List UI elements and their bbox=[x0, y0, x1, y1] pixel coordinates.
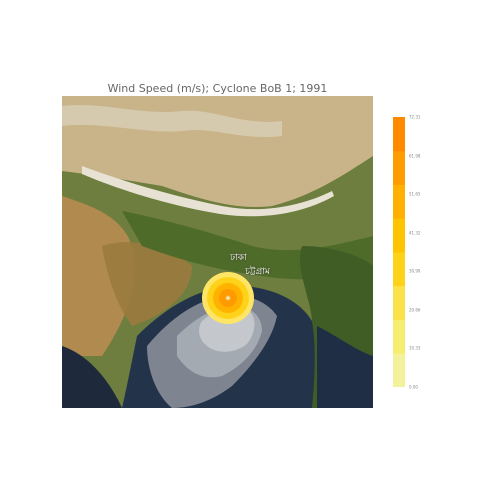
city-label-chittagong: চট্টগ্রাম bbox=[245, 267, 270, 277]
colorbar-tick-3: 30.99 bbox=[409, 268, 421, 274]
city-label-dhaka: ঢাকা bbox=[230, 253, 247, 263]
himalaya-snow bbox=[82, 166, 334, 217]
colorbar-step bbox=[393, 252, 405, 287]
colorbar-step bbox=[393, 150, 405, 185]
colorbar-tick-7: 72.31 bbox=[409, 114, 421, 120]
colorbar-step bbox=[393, 184, 405, 219]
colorbar bbox=[393, 117, 405, 387]
colorbar-step bbox=[393, 285, 405, 320]
colorbar-tick-0: 0.00 bbox=[409, 384, 418, 390]
colorbar-step bbox=[393, 117, 405, 152]
central-india bbox=[102, 242, 192, 326]
colorbar-tick-5: 51.65 bbox=[409, 191, 421, 197]
satellite-map[interactable] bbox=[62, 96, 373, 408]
colorbar-tick-2: 20.66 bbox=[409, 307, 421, 313]
colorbar-tick-1: 10.33 bbox=[409, 345, 421, 351]
arid-west bbox=[62, 196, 135, 356]
cyclone-eye bbox=[225, 295, 231, 301]
snow-patches bbox=[62, 104, 282, 138]
colorbar-tick-4: 41.32 bbox=[409, 230, 421, 236]
colorbar-step bbox=[393, 353, 405, 387]
andaman-sea bbox=[317, 326, 373, 408]
colorbar-step bbox=[393, 218, 405, 253]
plot-title: Wind Speed (m/s); Cyclone BoB 1; 1991 bbox=[107, 82, 328, 95]
ocean bbox=[62, 346, 122, 408]
colorbar-step bbox=[393, 319, 405, 354]
colorbar-tick-6: 61.98 bbox=[409, 153, 421, 159]
colorbar-svg bbox=[393, 117, 405, 387]
map-svg bbox=[62, 96, 373, 408]
